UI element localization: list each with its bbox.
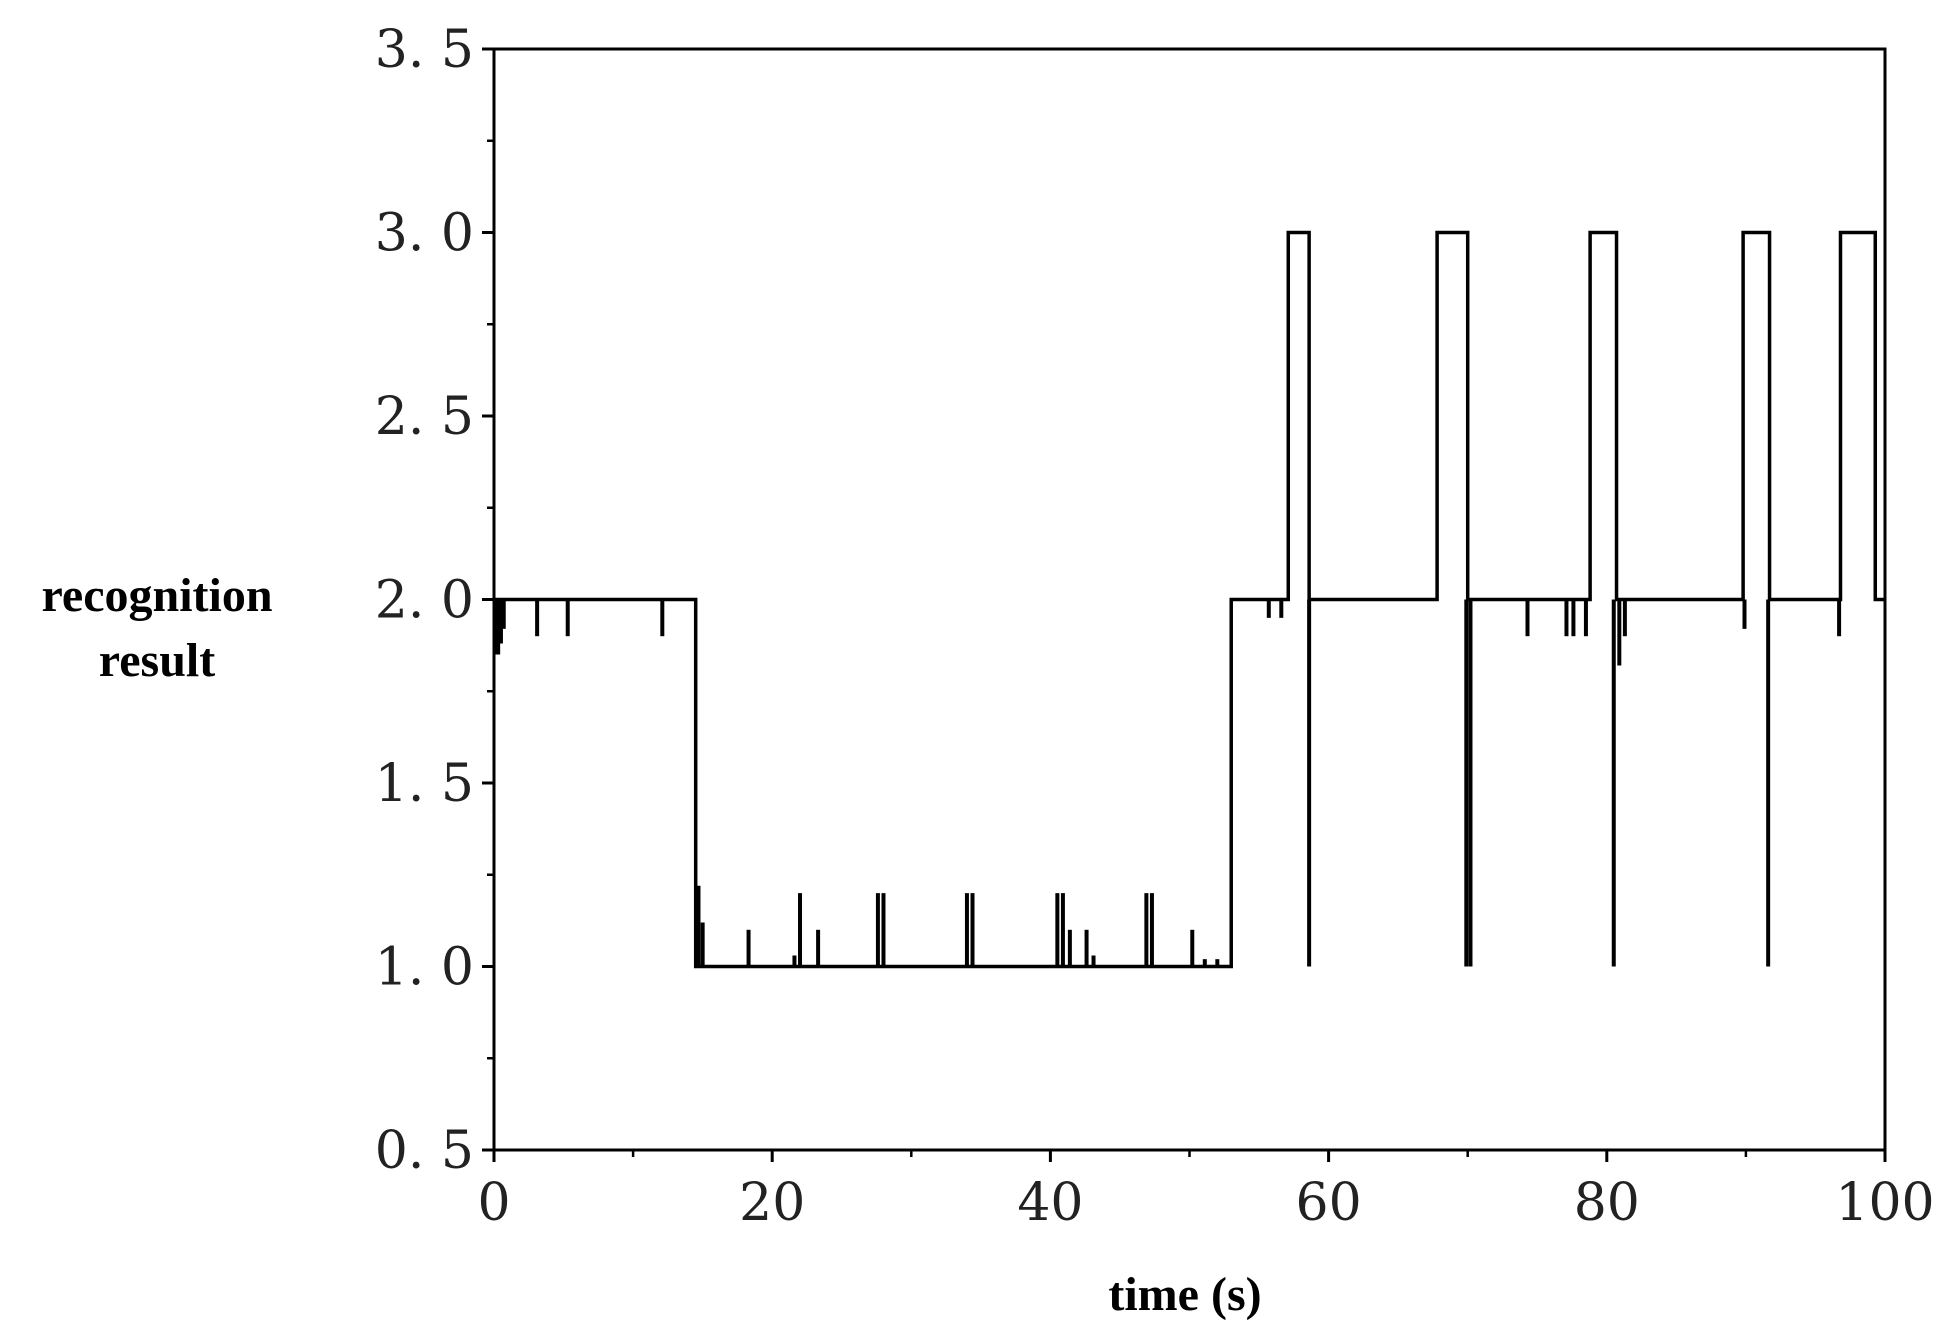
x-tick-label: 80 [1574,1173,1640,1233]
x-axis-title: time (s) [1108,1268,1261,1321]
y-tick-label: 1. 5 [375,754,474,814]
x-tick-label: 60 [1296,1173,1362,1233]
x-tick-label: 100 [1835,1173,1934,1233]
y-axis-ticks: 0. 5 1. 0 1. 5 2. 0 2. 5 3. 0 3. 5 [375,20,494,1181]
x-tick-label: 20 [739,1173,805,1233]
y-axis-title-line-2: result [99,634,215,687]
series-line [494,230,1885,969]
plot-frame [492,47,1887,1152]
y-tick-label: 0. 5 [375,1121,474,1181]
y-tick-label: 2. 0 [375,571,474,631]
y-axis-title-line-1: recognition [41,569,272,622]
y-tick-label: 3. 0 [375,204,474,264]
x-tick-label: 0 [477,1173,510,1233]
y-tick-label: 1. 0 [375,938,474,998]
y-tick-label: 2. 5 [375,387,474,447]
y-tick-label: 3. 5 [375,20,474,80]
x-tick-label: 40 [1017,1173,1083,1233]
x-axis-ticks: 0 20 40 60 80 100 [477,1150,1935,1233]
y-axis-title: recognition result [41,569,272,687]
